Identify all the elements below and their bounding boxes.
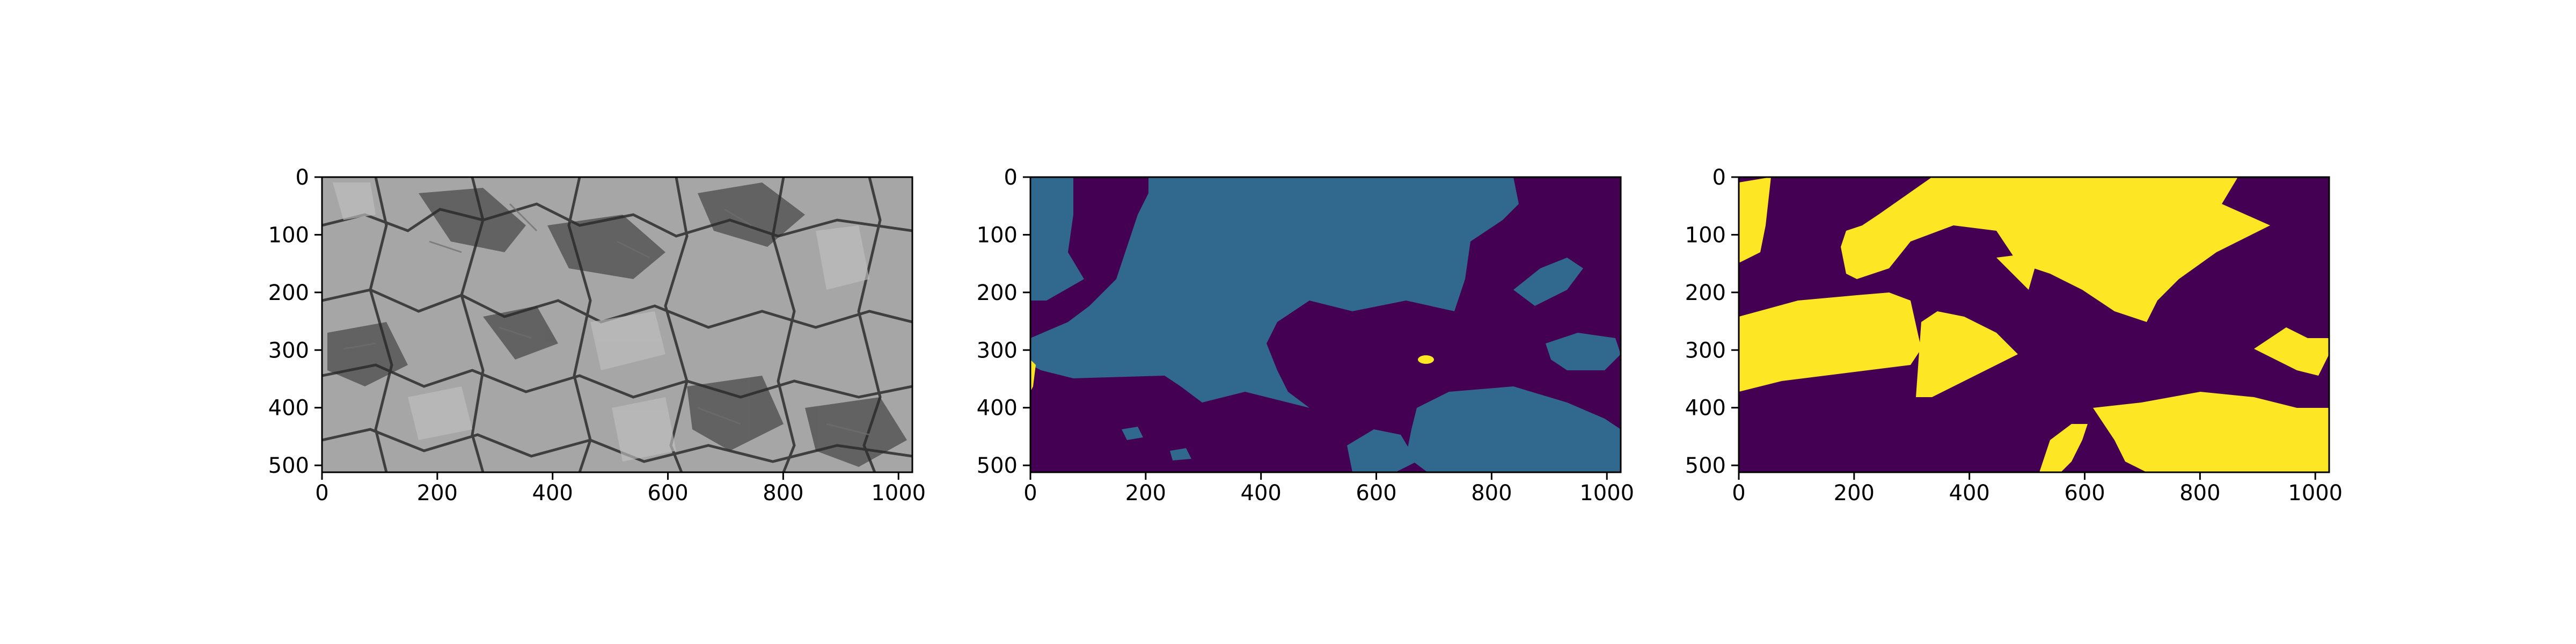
x-tick-label: 1000	[1579, 481, 1634, 506]
x-tick-label: 400	[532, 481, 573, 506]
x-tick-label: 0	[1732, 481, 1745, 506]
x-tick-label: 800	[1471, 481, 1512, 506]
label-map-class-2-region	[1418, 355, 1434, 364]
panel-label-map: 0 200 400 600 800 1000 0 100 200 300 400 500	[977, 165, 1634, 506]
x-tick-label: 0	[1023, 481, 1037, 506]
y-tick-label: 400	[268, 396, 309, 421]
label-map-class-2-edge	[1030, 360, 1036, 392]
y-tick-label: 400	[1685, 396, 1726, 421]
micrograph-axes-frame	[321, 176, 913, 473]
y-tick-label: 100	[268, 223, 309, 247]
y-tick-label: 300	[268, 338, 309, 363]
label-map-class-1-regions	[1030, 177, 1621, 472]
x-tick-label: 600	[647, 481, 688, 506]
x-tick-label: 200	[1125, 481, 1166, 506]
y-tick-label: 500	[268, 453, 309, 478]
light-grains	[333, 182, 869, 462]
x-tick-label: 200	[1834, 481, 1875, 506]
y-tick-label: 200	[1685, 281, 1726, 305]
x-tick-label: 1000	[2288, 481, 2343, 506]
binary-mask-axes-frame	[1738, 176, 2330, 473]
y-tick-label: 100	[977, 223, 1018, 247]
binary-mask-x-ticks: 0 200 400 600 800 1000	[1732, 472, 2343, 506]
panel-binary-mask: 0 200 400 600 800 1000 0 100 200 300 400 500	[1685, 165, 2343, 506]
binary-mask-y-ticks: 0 100 200 300 400 500	[1685, 165, 1739, 478]
mid-tone-texture	[343, 203, 870, 436]
x-tick-label: 800	[2179, 481, 2220, 506]
y-tick-label: 400	[977, 396, 1018, 421]
y-tick-label: 300	[1685, 338, 1726, 363]
label-map-y-ticks: 0 100 200 300 400 500	[977, 165, 1030, 478]
y-tick-label: 200	[268, 281, 309, 305]
binary-mask-class-1-regions	[1739, 177, 2329, 472]
y-tick-label: 500	[977, 453, 1018, 478]
micrograph-y-ticks: 0 100 200 300 400 500	[268, 165, 322, 478]
x-tick-label: 400	[1241, 481, 1282, 506]
x-tick-label: 800	[763, 481, 803, 506]
micrograph-x-ticks: 0 200 400 600 800 1000	[315, 472, 926, 506]
panel-micrograph: 0 200 400 600 800 1000 0 100 200 300 400 500	[268, 165, 926, 506]
y-tick-label: 200	[977, 281, 1018, 305]
binary-mask-image	[1739, 177, 2329, 472]
label-map-x-ticks: 0 200 400 600 800 1000	[1023, 472, 1634, 506]
y-tick-label: 500	[1685, 453, 1726, 478]
x-tick-label: 0	[315, 481, 328, 506]
label-map-image	[1030, 177, 1621, 472]
y-tick-label: 0	[1004, 165, 1018, 190]
y-tick-label: 0	[296, 165, 309, 190]
x-tick-label: 600	[2064, 481, 2105, 506]
micrograph-image	[322, 177, 912, 472]
x-tick-label: 1000	[871, 481, 926, 506]
x-tick-label: 200	[417, 481, 458, 506]
x-tick-label: 600	[1356, 481, 1396, 506]
dark-phase-regions	[327, 182, 907, 467]
y-tick-label: 100	[1685, 223, 1726, 247]
x-tick-label: 400	[1949, 481, 1990, 506]
y-tick-label: 0	[1713, 165, 1726, 190]
y-tick-label: 300	[977, 338, 1018, 363]
label-map-axes-frame	[1029, 176, 1622, 473]
